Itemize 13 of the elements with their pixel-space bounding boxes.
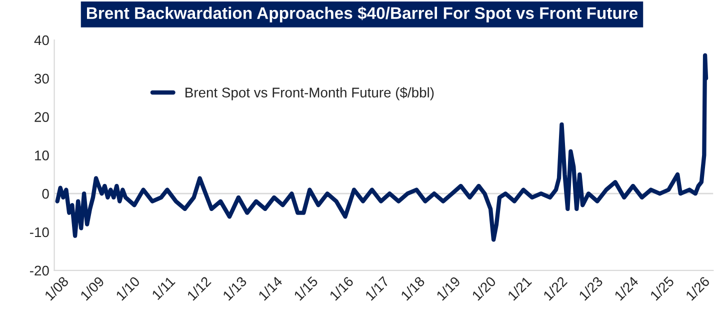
x-tick-label: 1/12 — [186, 276, 212, 301]
y-tick-label: 20 — [34, 112, 49, 122]
x-tick-label: 1/21 — [506, 276, 532, 301]
chart-title: Brent Backwardation Approaches $40/Barrel For Spot vs Front Future — [86, 6, 638, 22]
legend-label: Brent Spot vs Front-Month Future ($/bbl) — [186, 87, 434, 100]
y-tick-label: 0 — [42, 188, 49, 199]
line-series — [55, 53, 708, 242]
y-tick-label: 40 — [34, 35, 49, 46]
y-tick-label: 30 — [34, 74, 49, 84]
y-tick-label: -20 — [30, 266, 49, 276]
x-tick-label: 1/11 — [151, 276, 176, 300]
y-tick-label: 10 — [35, 150, 49, 160]
y-tick-label: -10 — [30, 227, 49, 238]
